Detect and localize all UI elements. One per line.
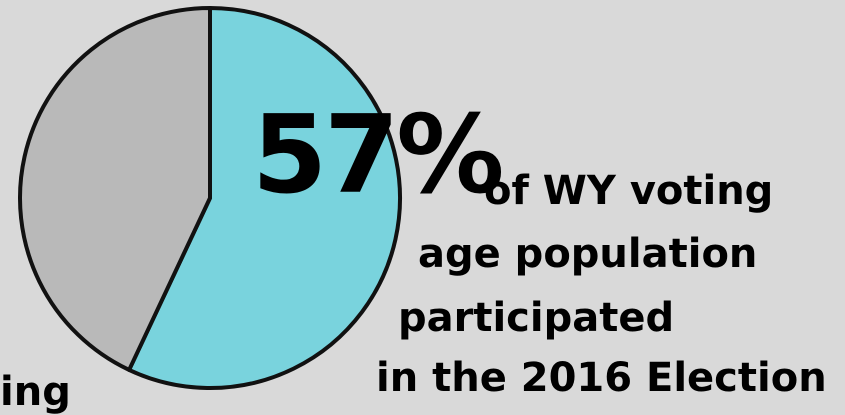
- cropped-label-text: ing: [0, 369, 71, 415]
- caption-line-4: in the 2016 Election: [376, 355, 827, 401]
- pie-slice-2: [18, 6, 212, 372]
- pie-slice-1: [127, 6, 402, 390]
- pie-chart: [18, 6, 402, 390]
- caption-line-3: participated: [398, 295, 675, 341]
- caption-line-1: of WY voting: [484, 168, 774, 214]
- headline-percentage: 57%: [252, 93, 505, 218]
- caption-line-2: age population: [418, 231, 758, 277]
